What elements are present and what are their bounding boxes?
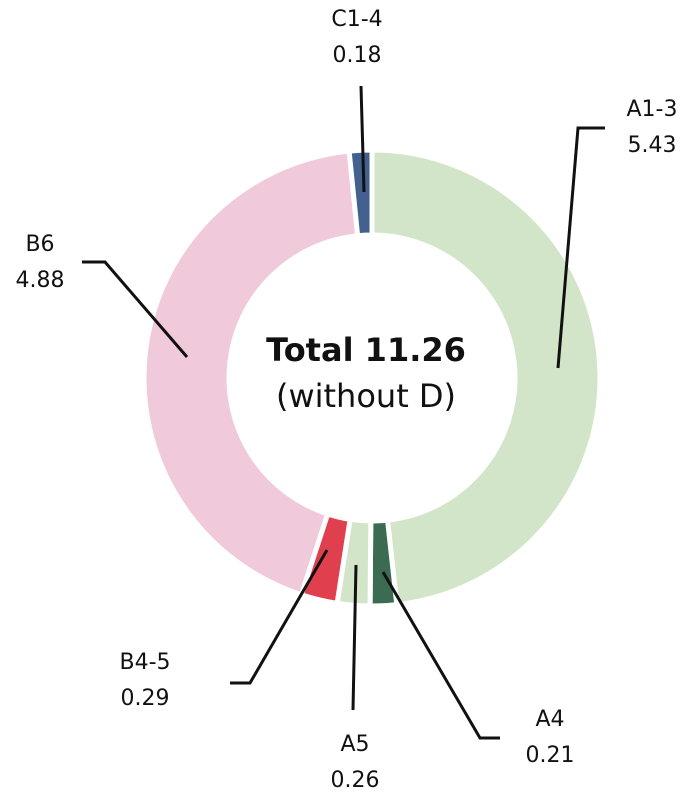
leader-line	[556, 126, 605, 369]
slice-label: B4-5	[119, 650, 170, 675]
value-label: 5.43	[628, 133, 677, 158]
value-label: 0.26	[331, 768, 380, 792]
leader-line	[359, 85, 366, 193]
slice-label: A1-3	[627, 97, 678, 122]
slice-label: A5	[340, 732, 369, 757]
leaders	[82, 85, 605, 740]
value-label: 0.18	[333, 43, 382, 68]
leader-line	[351, 564, 358, 711]
center-subtitle: (without D)	[276, 377, 456, 415]
value-label: 0.21	[526, 743, 575, 768]
slice	[141, 148, 361, 598]
slice	[369, 147, 603, 608]
slices	[141, 147, 603, 609]
slice-label: A4	[535, 707, 564, 732]
leader-line	[230, 549, 329, 685]
slice-label: B6	[25, 232, 54, 257]
value-label: 0.29	[121, 686, 170, 711]
leader-line	[381, 571, 500, 740]
center-title: Total 11.26	[266, 331, 466, 369]
slice-label: C1-4	[331, 7, 382, 32]
value-label: 4.88	[16, 268, 65, 293]
leader-line	[82, 260, 189, 358]
slice	[346, 147, 375, 239]
